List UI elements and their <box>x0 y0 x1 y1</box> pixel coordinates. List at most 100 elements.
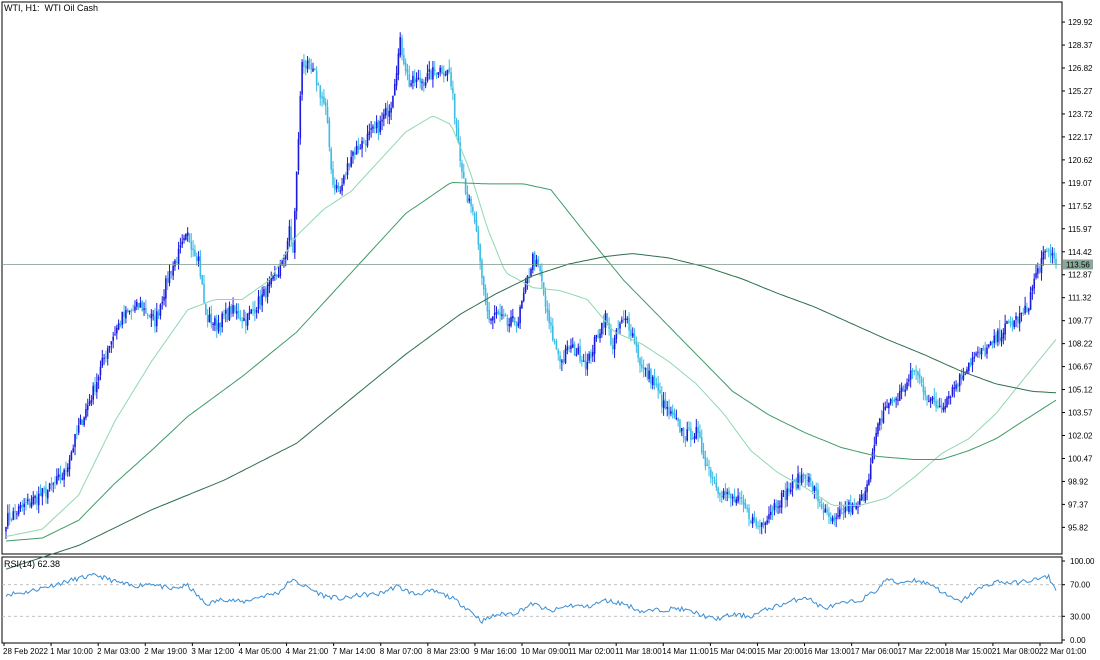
price-candle-bull <box>279 265 282 277</box>
price-candle-bear <box>957 383 959 387</box>
price-candle-bull <box>134 306 136 311</box>
price-candle-bear <box>81 420 84 426</box>
price-candle-bear <box>913 370 916 372</box>
price-candle-bear <box>635 342 638 346</box>
price-candle-bear <box>504 314 507 317</box>
price-candle-bull <box>764 523 767 526</box>
price-candle-bull <box>56 476 58 484</box>
rsi-label: RSI(14) 62.38 <box>4 559 61 569</box>
price-candle-bear <box>497 310 500 315</box>
price-candle-bear <box>940 405 943 409</box>
chart-title: WTI, H1: WTI Oil Cash <box>4 3 99 13</box>
price-candle-bear <box>713 480 716 482</box>
price-candle-bear <box>206 314 209 322</box>
price-candle-bull <box>286 241 289 253</box>
price-candle-bear <box>337 185 340 190</box>
current-price-tag <box>1063 259 1093 270</box>
price-candle-bull <box>808 476 810 483</box>
price-candle-bull <box>615 329 618 339</box>
price-candle-bear <box>557 350 560 355</box>
price-candle-bull <box>63 469 65 480</box>
price-candle-bull <box>851 503 854 514</box>
price-candle-bear <box>317 84 320 86</box>
price-candle-bear <box>310 63 312 70</box>
price-candle-bear <box>119 323 122 325</box>
price-candle-bull <box>1051 253 1054 256</box>
price-candle-bull <box>855 505 857 509</box>
price-candle-bear <box>826 509 828 513</box>
price-candle-bull <box>370 128 372 130</box>
price-candle-bear <box>123 312 125 317</box>
price-candle-bull <box>388 110 391 117</box>
price-candle-bear <box>548 310 550 324</box>
price-candle-bull <box>1027 308 1030 312</box>
price-candle-bull <box>782 490 785 492</box>
price-candle-bear <box>435 72 438 75</box>
price-candle-bear <box>201 275 203 285</box>
price-candle-bull <box>889 399 892 404</box>
price-candle-bull <box>651 376 654 386</box>
price-candle-bear <box>998 328 1001 341</box>
price-candle-bear <box>406 69 409 73</box>
price-candle-bear <box>784 491 787 500</box>
price-candle-bull <box>143 308 145 310</box>
price-candle-bear <box>401 37 403 56</box>
price-candle-bear <box>477 230 480 245</box>
price-candle-bull <box>860 494 863 501</box>
price-candle-bull <box>1015 316 1017 320</box>
price-candle-bear <box>960 373 963 380</box>
price-candle-bull <box>797 473 799 489</box>
price-candle-bear <box>611 345 614 350</box>
price-candle-bull <box>866 484 868 492</box>
price-candle-bear <box>413 77 416 84</box>
price-candle-bull <box>112 336 114 341</box>
price-candle-bull <box>731 496 734 499</box>
price-candle-bear <box>502 314 505 317</box>
price-candle-bull <box>871 452 874 463</box>
price-candle-bear <box>708 467 710 469</box>
price-candle-bull <box>695 426 698 439</box>
price-candle-bull <box>174 260 176 267</box>
price-candle-bear <box>759 525 761 527</box>
price-candle-bear <box>148 316 151 318</box>
price-candle-bull <box>693 436 696 440</box>
price-candle-bear <box>513 317 516 324</box>
price-candle-bull <box>686 429 689 441</box>
price-candle-bull <box>428 69 431 72</box>
price-candle-bull <box>250 309 253 314</box>
price-candle-bull <box>274 274 276 276</box>
price-candle-bear <box>154 316 156 327</box>
price-candle-bull <box>1035 272 1037 278</box>
x-tick-label: 4 Mar 21:00 <box>286 647 329 656</box>
price-candle-bull <box>768 514 770 520</box>
price-candle-bear <box>682 427 685 438</box>
price-candle-bull <box>948 395 950 399</box>
price-candle-bear <box>926 396 928 401</box>
price-candle-bear <box>969 362 972 365</box>
price-candle-bear <box>799 475 801 483</box>
price-candle-bull <box>415 79 418 82</box>
price-candle-bear <box>219 322 222 328</box>
price-candle-bull <box>564 348 567 363</box>
price-candle-bear <box>653 375 656 386</box>
price-candle-bull <box>297 138 300 171</box>
price-candle-bear <box>190 241 193 250</box>
rsi-y-tick-label: 30.00 <box>1070 612 1091 621</box>
rsi-line <box>5 572 1057 625</box>
price-candle-bull <box>857 506 859 508</box>
price-candle-bull <box>561 360 563 363</box>
x-tick-label: 4 Mar 05:00 <box>238 647 281 656</box>
price-candle-bull <box>106 348 109 359</box>
price-candle-bull <box>246 314 249 326</box>
price-candle-bear <box>742 499 745 505</box>
price-candle-bull <box>255 309 258 313</box>
x-tick-label: 14 Mar 11:00 <box>662 647 709 656</box>
price-candle-bull <box>88 401 91 405</box>
price-candle-bull <box>261 294 263 306</box>
price-candle-bull <box>929 398 932 402</box>
price-candle-bear <box>215 319 218 330</box>
price-candle-bull <box>214 318 216 326</box>
price-candle-bull <box>417 77 420 80</box>
price-candle-bull <box>155 311 158 327</box>
